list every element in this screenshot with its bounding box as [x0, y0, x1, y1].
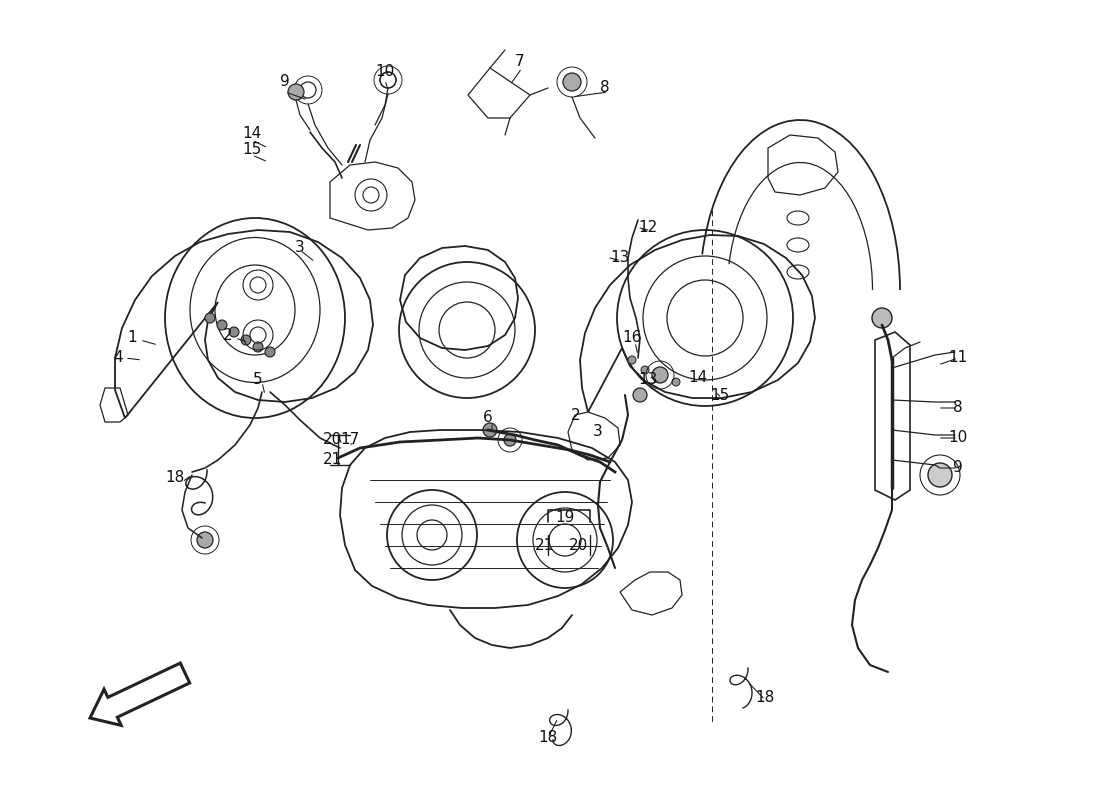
- Text: 4: 4: [113, 350, 123, 366]
- Circle shape: [483, 423, 497, 437]
- Text: 18: 18: [538, 730, 558, 746]
- Circle shape: [641, 366, 649, 374]
- Circle shape: [217, 320, 227, 330]
- Circle shape: [628, 356, 636, 364]
- Text: 2: 2: [223, 327, 233, 342]
- Circle shape: [253, 342, 263, 352]
- Circle shape: [632, 388, 647, 402]
- Text: 14: 14: [689, 370, 707, 386]
- Text: 14: 14: [242, 126, 262, 141]
- Text: 17: 17: [340, 433, 360, 447]
- Text: 3: 3: [593, 425, 603, 439]
- Circle shape: [197, 532, 213, 548]
- Text: 15: 15: [242, 142, 262, 158]
- Text: 3: 3: [295, 241, 305, 255]
- Text: 5: 5: [253, 373, 263, 387]
- Text: 16: 16: [623, 330, 641, 346]
- Text: 10: 10: [375, 65, 395, 79]
- Circle shape: [928, 463, 952, 487]
- Text: 8: 8: [954, 401, 962, 415]
- Text: 6: 6: [483, 410, 493, 426]
- Text: 15: 15: [711, 387, 729, 402]
- FancyArrow shape: [90, 663, 189, 726]
- Text: 11: 11: [948, 350, 968, 366]
- Circle shape: [229, 327, 239, 337]
- Circle shape: [656, 374, 664, 382]
- Text: 21: 21: [536, 538, 554, 553]
- Text: 12: 12: [638, 221, 658, 235]
- Circle shape: [205, 313, 214, 323]
- Text: 18: 18: [756, 690, 774, 706]
- Circle shape: [672, 378, 680, 386]
- Text: 19: 19: [556, 510, 574, 526]
- Circle shape: [872, 308, 892, 328]
- Text: 21: 21: [323, 453, 342, 467]
- Circle shape: [563, 73, 581, 91]
- Text: 9: 9: [280, 74, 290, 90]
- Text: 18: 18: [165, 470, 185, 486]
- Text: 9: 9: [953, 461, 962, 475]
- Text: 13: 13: [638, 373, 658, 387]
- Text: 10: 10: [948, 430, 968, 446]
- Circle shape: [504, 434, 516, 446]
- Text: 2: 2: [571, 407, 581, 422]
- Circle shape: [265, 347, 275, 357]
- Text: 7: 7: [515, 54, 525, 70]
- Circle shape: [241, 335, 251, 345]
- Circle shape: [288, 84, 304, 100]
- Text: 20: 20: [569, 538, 587, 553]
- Circle shape: [652, 367, 668, 383]
- Text: 13: 13: [610, 250, 629, 266]
- Text: 8: 8: [601, 81, 609, 95]
- Text: 20: 20: [323, 433, 342, 447]
- Text: 1: 1: [128, 330, 136, 346]
